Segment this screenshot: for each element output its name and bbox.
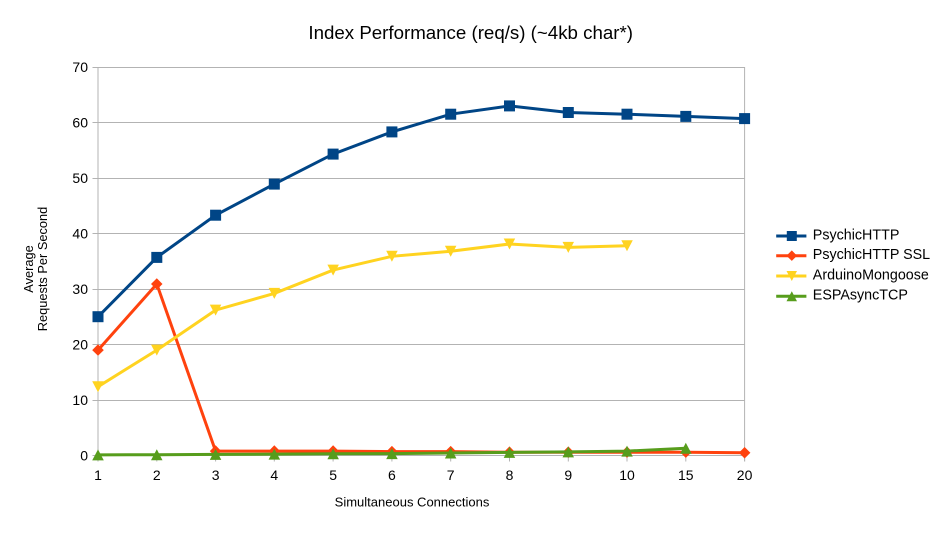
svg-text:PsychicHTTP: PsychicHTTP [813, 227, 900, 243]
svg-text:0: 0 [80, 447, 88, 463]
svg-text:Index Performance (req/s) (~4k: Index Performance (req/s) (~4kb char*) [308, 22, 633, 43]
svg-text:8: 8 [506, 467, 514, 483]
svg-text:3: 3 [212, 467, 220, 483]
svg-text:20: 20 [737, 467, 753, 483]
svg-text:5: 5 [329, 467, 337, 483]
svg-text:1: 1 [94, 467, 102, 483]
svg-text:9: 9 [564, 467, 572, 483]
svg-text:4: 4 [270, 467, 278, 483]
svg-text:ArduinoMongoose: ArduinoMongoose [813, 267, 929, 283]
svg-text:6: 6 [388, 467, 396, 483]
svg-text:10: 10 [619, 467, 635, 483]
svg-text:Requests Per Second: Requests Per Second [35, 207, 50, 332]
svg-text:40: 40 [72, 225, 88, 241]
svg-text:50: 50 [72, 170, 88, 186]
svg-text:PsychicHTTP SSL: PsychicHTTP SSL [813, 247, 930, 263]
svg-text:Simultaneous Connections: Simultaneous Connections [335, 494, 490, 509]
svg-text:70: 70 [72, 59, 88, 75]
svg-text:60: 60 [72, 114, 88, 130]
svg-text:30: 30 [72, 281, 88, 297]
svg-text:7: 7 [447, 467, 455, 483]
svg-text:10: 10 [72, 392, 88, 408]
svg-text:Average: Average [21, 245, 36, 292]
svg-text:15: 15 [678, 467, 694, 483]
svg-text:ESPAsyncTCP: ESPAsyncTCP [813, 288, 908, 304]
svg-text:2: 2 [153, 467, 161, 483]
svg-text:20: 20 [72, 336, 88, 352]
